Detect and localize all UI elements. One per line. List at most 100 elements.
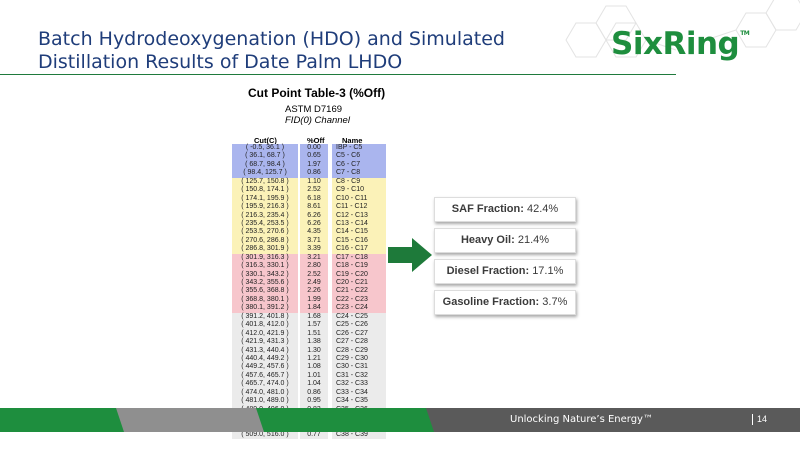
off-cell: 3.21 — [300, 253, 328, 263]
table-row: ( 380.1, 391.2 ) 1.84 C23 - C24 — [230, 304, 390, 313]
table-row: ( 286.8, 301.9 ) 3.39 C16 - C17 — [230, 245, 390, 254]
name-cell: C25 - C26 — [332, 321, 386, 330]
name-cell: C23 - C24 — [332, 304, 386, 313]
table-row: ( 421.9, 431.3 ) 1.38 C27 - C28 — [230, 338, 390, 347]
name-cell: C33 - C34 — [332, 388, 386, 398]
name-cell: C29 - C30 — [332, 354, 386, 364]
name-cell: C28 - C29 — [332, 346, 386, 355]
name-cell: C5 - C6 — [332, 152, 386, 161]
cut-cell: ( 286.8, 301.9 ) — [232, 245, 298, 254]
name-cell: C18 - C19 — [332, 262, 386, 271]
table-row: ( 368.8, 380.1 ) 1.99 C22 - C23 — [230, 295, 390, 305]
column-header-cut: Cut(C) — [254, 136, 277, 145]
off-cell: 1.97 — [300, 160, 328, 170]
cut-cell: ( -0.5, 36.1 ) — [232, 144, 298, 153]
table-row: ( 457.6, 465.7 ) 1.01 C31 - C32 — [230, 371, 390, 381]
cut-cell: ( 174.1, 195.9 ) — [232, 194, 298, 204]
cut-cell: ( 355.6, 368.8 ) — [232, 287, 298, 296]
slide-title-line-1: Batch Hydrodeoxygenation (HDO) and Simul… — [38, 28, 505, 50]
name-cell: C17 - C18 — [332, 253, 386, 263]
cut-cell: ( 125.7, 150.8 ) — [232, 177, 298, 187]
table-row: ( 440.4, 449.2 ) 1.21 C29 - C30 — [230, 354, 390, 364]
cut-cell: ( 474.0, 481.0 ) — [232, 388, 298, 398]
cut-cell: ( 150.8, 174.1 ) — [232, 186, 298, 195]
table-row: ( 509.0, 516.0 ) 0.77 C38 - C39 — [230, 430, 390, 440]
logo-trademark: TM — [740, 30, 750, 37]
table-method: ASTM D7169 — [285, 104, 343, 115]
off-cell: 1.01 — [300, 371, 328, 381]
cut-cell: ( 449.2, 457.6 ) — [232, 363, 298, 372]
off-cell: 1.51 — [300, 329, 328, 339]
cut-cell: ( 391.2, 401.8 ) — [232, 312, 298, 322]
gasoline-fraction-box: Gasoline Fraction: 3.7% — [434, 290, 576, 315]
table-channel: FID(0) Channel — [285, 115, 350, 126]
off-cell: 6.26 — [300, 211, 328, 220]
slide-title: Batch Hydrodeoxygenation (HDO) and Simul… — [38, 28, 505, 74]
off-cell: 1.30 — [300, 346, 328, 355]
name-cell: IBP - C5 — [332, 144, 386, 153]
column-header-name: Name — [342, 136, 363, 145]
right-arrow-icon — [388, 238, 432, 272]
fraction-value: 21.4% — [517, 234, 550, 246]
table-row: ( -0.5, 36.1 ) 0.00 IBP - C5 — [230, 144, 390, 153]
name-cell: C22 - C23 — [332, 295, 386, 305]
table-row: ( 355.6, 368.8 ) 2.26 C21 - C22 — [230, 287, 390, 296]
off-cell: 3.39 — [300, 245, 328, 254]
table-row: ( 465.7, 474.0 ) 1.04 C32 - C33 — [230, 380, 390, 389]
name-cell: C16 - C17 — [332, 245, 386, 254]
page-number: 14 — [752, 414, 767, 425]
name-cell: C15 - C16 — [332, 236, 386, 246]
title-underline — [0, 74, 676, 75]
table-body: ( -0.5, 36.1 ) 0.00 IBP - C5 ( 36.1, 68.7 )… — [230, 144, 390, 440]
fraction-label: Gasoline Fraction: — [442, 296, 540, 308]
table-row: ( 125.7, 150.8 ) 1.10 C8 - C9 — [230, 177, 390, 187]
name-cell: C30 - C31 — [332, 363, 386, 372]
footer-band — [0, 408, 800, 432]
off-cell: 2.52 — [300, 270, 328, 279]
column-header-off: %Off — [307, 136, 325, 145]
fraction-label: SAF Fraction: — [451, 203, 524, 215]
fraction-value: 3.7% — [542, 296, 568, 308]
off-cell: 0.95 — [300, 397, 328, 406]
cut-cell: ( 481.0, 489.0 ) — [232, 397, 298, 406]
off-cell: 1.21 — [300, 354, 328, 364]
table-row: ( 401.8, 412.0 ) 1.57 C25 - C26 — [230, 321, 390, 330]
table-row: ( 431.3, 440.4 ) 1.30 C28 - C29 — [230, 346, 390, 355]
table-row: ( 391.2, 401.8 ) 1.68 C24 - C25 — [230, 312, 390, 322]
off-cell: 1.84 — [300, 304, 328, 313]
table-row: ( 412.0, 421.9 ) 1.51 C26 - C27 — [230, 329, 390, 339]
cut-cell: ( 440.4, 449.2 ) — [232, 354, 298, 364]
table-row: ( 174.1, 195.9 ) 6.18 C10 - C11 — [230, 194, 390, 204]
off-cell: 0.77 — [300, 430, 328, 440]
off-cell: 1.99 — [300, 295, 328, 305]
cut-cell: ( 270.6, 286.8 ) — [232, 236, 298, 246]
heavy-oil-box: Heavy Oil: 21.4% — [434, 228, 576, 253]
cut-cell: ( 36.1, 68.7 ) — [232, 152, 298, 161]
cut-cell: ( 380.1, 391.2 ) — [232, 304, 298, 313]
name-cell: C20 - C21 — [332, 279, 386, 288]
name-cell: C32 - C33 — [332, 380, 386, 389]
cut-cell: ( 98.4, 125.7 ) — [232, 169, 298, 178]
cut-cell: ( 301.9, 316.3 ) — [232, 253, 298, 263]
cut-cell: ( 316.3, 330.1 ) — [232, 262, 298, 271]
footer-tagline: Unlocking Nature’s Energy™ — [510, 414, 653, 425]
fraction-label: Diesel Fraction: — [446, 265, 530, 277]
off-cell: 1.08 — [300, 363, 328, 372]
name-cell: C8 - C9 — [332, 177, 386, 187]
off-cell: 2.26 — [300, 287, 328, 296]
table-row: ( 216.3, 235.4 ) 6.26 C12 - C13 — [230, 211, 390, 220]
name-cell: C14 - C15 — [332, 228, 386, 237]
cut-cell: ( 68.7, 98.4 ) — [232, 160, 298, 170]
off-cell: 0.00 — [300, 144, 328, 153]
cut-cell: ( 431.3, 440.4 ) — [232, 346, 298, 355]
table-row: ( 316.3, 330.1 ) 2.80 C18 - C19 — [230, 262, 390, 271]
cut-cell: ( 330.1, 343.2 ) — [232, 270, 298, 279]
off-cell: 1.57 — [300, 321, 328, 330]
table-row: ( 195.9, 216.3 ) 8.61 C11 - C12 — [230, 203, 390, 212]
table-row: ( 301.9, 316.3 ) 3.21 C17 - C18 — [230, 253, 390, 263]
off-cell: 6.18 — [300, 194, 328, 204]
cut-cell: ( 368.8, 380.1 ) — [232, 295, 298, 305]
diesel-fraction-box: Diesel Fraction: 17.1% — [434, 259, 576, 284]
name-cell: C6 - C7 — [332, 160, 386, 170]
table-row: ( 481.0, 489.0 ) 0.95 C34 - C35 — [230, 397, 390, 406]
